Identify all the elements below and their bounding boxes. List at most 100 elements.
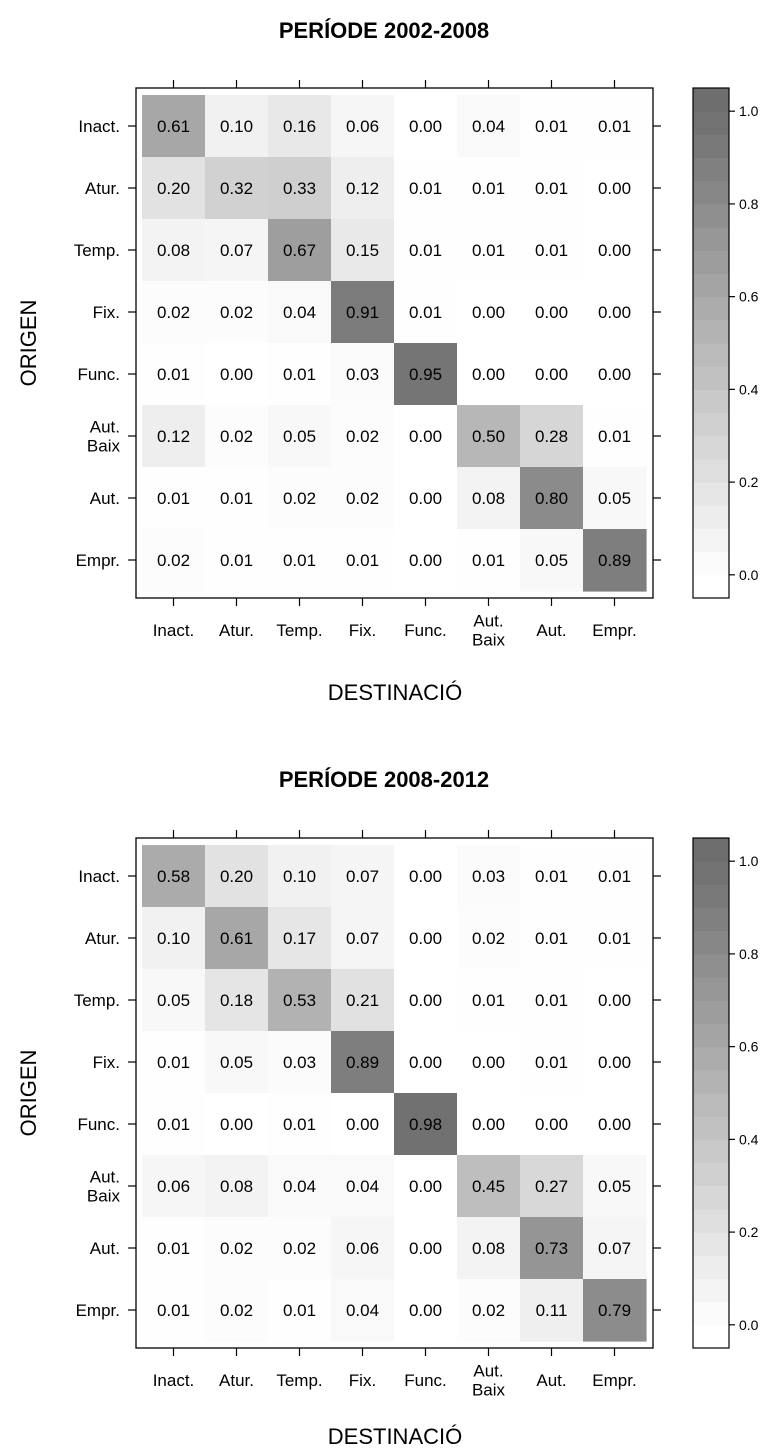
x-tick-label: Func. — [404, 621, 447, 640]
colorbar-tick-label: 1.0 — [739, 103, 759, 119]
cell-value-label: 0.02 — [157, 303, 190, 322]
colorbar-step — [693, 838, 729, 862]
heatmap-cell — [268, 529, 332, 592]
y-tick-label: Temp. — [74, 241, 120, 260]
cell-value-label: 0.08 — [157, 241, 190, 260]
heatmap-cell — [520, 529, 584, 592]
colorbar-step — [693, 551, 729, 576]
cell-value-label: 0.00 — [409, 929, 442, 948]
cell-value-label: 0.04 — [346, 1177, 379, 1196]
colorbar-step — [693, 1093, 729, 1117]
colorbar: 0.0 0.2 0.4 0.6 0.8 1.0 — [692, 837, 759, 1349]
cell-value-label: 0.11 — [536, 1301, 568, 1320]
heatmap-cell — [394, 907, 458, 970]
x-tick-label: Fix. — [349, 621, 376, 640]
x-tick-label: Aut. — [536, 1371, 566, 1390]
colorbar-tick-label: 0.8 — [739, 946, 759, 962]
heatmap-cell — [520, 1279, 584, 1342]
colorbar-step — [693, 1162, 729, 1187]
x-tick-label-line: Baix — [472, 1381, 506, 1400]
heatmap-cell — [268, 467, 332, 530]
colorbar-step — [693, 1232, 729, 1256]
heatmap-cell — [394, 95, 458, 158]
cell-value-label: 0.05 — [598, 489, 631, 508]
y-axis-label: ORIGEN — [16, 1050, 41, 1137]
y-tick-label-line: Baix — [87, 437, 121, 456]
cell-value-label: 0.02 — [283, 1239, 316, 1258]
cell-value-label: 0.02 — [157, 551, 190, 570]
heatmap-cell — [583, 343, 647, 406]
heatmap-cell — [583, 845, 647, 908]
colorbar-step — [693, 1000, 729, 1024]
cell-value-label: 0.01 — [409, 303, 442, 322]
cell-value-label: 0.00 — [409, 117, 442, 136]
cell-value-label: 0.05 — [283, 427, 316, 446]
heatmap-cell — [583, 219, 647, 282]
cell-value-label: 0.01 — [472, 241, 505, 260]
y-tick-label: Atur. — [85, 179, 120, 198]
heatmap-cell — [457, 845, 521, 908]
cell-value-label: 0.01 — [535, 867, 568, 886]
cell-value-label: 0.73 — [535, 1239, 568, 1258]
cell-value-label: 0.33 — [283, 179, 316, 198]
heatmap-cell — [268, 1279, 332, 1342]
cell-value-label: 0.01 — [598, 427, 631, 446]
heatmap-cell — [583, 1217, 647, 1280]
cell-value-label: 0.06 — [157, 1177, 190, 1196]
cell-value-label: 0.04 — [472, 117, 505, 136]
heatmap-cell — [142, 1217, 206, 1280]
cell-value-label: 0.01 — [535, 241, 568, 260]
cell-value-label: 0.07 — [346, 929, 379, 948]
heatmap-cell — [268, 1155, 332, 1218]
y-tick-label: Func. — [77, 365, 120, 384]
cell-value-label: 0.00 — [409, 991, 442, 1010]
cell-value-label: 0.01 — [346, 551, 379, 570]
x-tick-label: Inact. — [153, 621, 195, 640]
heatmap-cell — [268, 405, 332, 468]
cell-value-label: 0.01 — [283, 1301, 316, 1320]
cell-value-label: 0.20 — [157, 179, 190, 198]
heatmap-cell — [268, 845, 332, 908]
heatmap-cell — [583, 1031, 647, 1094]
cell-value-label: 0.17 — [283, 929, 316, 948]
heatmap-cell — [457, 1031, 521, 1094]
heatmap-cell — [394, 529, 458, 592]
cell-value-label: 0.00 — [409, 551, 442, 570]
y-tick-label: Aut. — [90, 489, 120, 508]
cell-value-label: 0.67 — [283, 241, 316, 260]
cell-value-label: 0.01 — [220, 551, 253, 570]
y-axis-label: ORIGEN — [16, 300, 41, 387]
colorbar-step — [693, 907, 729, 932]
cell-value-label: 0.05 — [157, 991, 190, 1010]
x-tick-label: Aut. Baix — [472, 611, 506, 649]
heatmap-cell — [205, 95, 269, 158]
heatmap-cell — [394, 343, 458, 406]
heatmap-cell — [583, 969, 647, 1032]
colorbar-step — [693, 180, 729, 205]
cell-value-label: 0.00 — [472, 1115, 505, 1134]
heatmap-cell — [520, 907, 584, 970]
cell-value-label: 0.02 — [472, 929, 505, 948]
colorbar-step — [693, 343, 729, 367]
colorbar-step — [693, 435, 729, 460]
cell-value-label: 0.01 — [157, 1301, 190, 1320]
x-tick-label: Temp. — [276, 621, 322, 640]
cell-value-label: 0.01 — [157, 489, 190, 508]
cell-value-label: 0.02 — [283, 489, 316, 508]
cell-value-label: 0.00 — [598, 991, 631, 1010]
heatmap-cell — [583, 467, 647, 530]
cell-value-label: 0.00 — [409, 489, 442, 508]
heatmap-cell — [205, 1031, 269, 1094]
heatmap-cell — [268, 157, 332, 220]
heatmap-cell — [583, 405, 647, 468]
cell-value-label: 0.01 — [409, 179, 442, 198]
cell-value-label: 0.10 — [157, 929, 190, 948]
cell-value-label: 0.01 — [283, 1115, 316, 1134]
colorbar-tick-label: 0.2 — [739, 1224, 759, 1240]
heatmap-cell — [520, 219, 584, 282]
heatmap-cell — [268, 343, 332, 406]
colorbar-step — [693, 203, 729, 228]
cell-value-label: 0.01 — [535, 929, 568, 948]
heatmap-cell — [331, 281, 395, 344]
heatmap-cell — [520, 281, 584, 344]
